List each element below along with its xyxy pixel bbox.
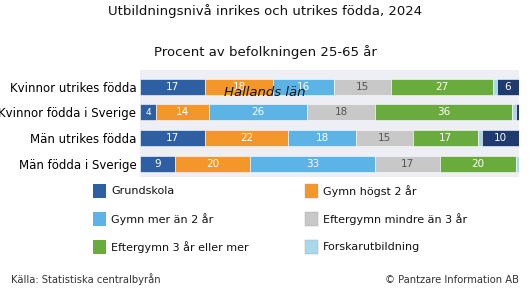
- Bar: [205, 79, 273, 95]
- Text: 15: 15: [356, 82, 369, 92]
- Text: Källa: Statistiska centralbyrån: Källa: Statistiska centralbyrån: [11, 273, 160, 285]
- Text: 15: 15: [378, 133, 392, 143]
- Bar: [516, 156, 519, 172]
- Text: 20: 20: [471, 159, 484, 169]
- Bar: [250, 156, 375, 172]
- Bar: [478, 130, 481, 146]
- Bar: [497, 79, 519, 95]
- Text: 36: 36: [437, 107, 450, 117]
- Text: 16: 16: [297, 82, 310, 92]
- Text: Utbildningsnivå inrikes och utrikes födda, 2024: Utbildningsnivå inrikes och utrikes född…: [108, 4, 422, 18]
- Text: 27: 27: [435, 82, 448, 92]
- Text: 18: 18: [316, 133, 329, 143]
- Text: 17: 17: [401, 159, 414, 169]
- Text: Gymn mer än 2 år: Gymn mer än 2 år: [111, 213, 214, 225]
- Bar: [357, 130, 413, 146]
- Text: 33: 33: [306, 159, 320, 169]
- Text: 17: 17: [166, 133, 179, 143]
- Text: Gymn högst 2 år: Gymn högst 2 år: [323, 185, 417, 197]
- Text: 4: 4: [145, 108, 151, 117]
- Bar: [288, 130, 357, 146]
- Text: 6: 6: [505, 82, 511, 92]
- Text: © Pantzare Information AB: © Pantzare Information AB: [385, 275, 519, 285]
- Bar: [140, 130, 205, 146]
- Bar: [140, 156, 174, 172]
- Bar: [375, 156, 440, 172]
- Bar: [391, 79, 493, 95]
- Text: 10: 10: [494, 133, 507, 143]
- Bar: [273, 79, 334, 95]
- Bar: [209, 105, 307, 120]
- Bar: [375, 105, 512, 120]
- Bar: [481, 130, 519, 146]
- Bar: [334, 79, 391, 95]
- Bar: [174, 156, 250, 172]
- Text: 14: 14: [175, 107, 189, 117]
- Text: 26: 26: [251, 107, 264, 117]
- Text: 22: 22: [240, 133, 253, 143]
- Text: Eftergymn mindre än 3 år: Eftergymn mindre än 3 år: [323, 213, 467, 225]
- Text: Hallands län: Hallands län: [224, 86, 306, 99]
- Bar: [493, 79, 497, 95]
- Text: 18: 18: [334, 107, 348, 117]
- Bar: [140, 79, 205, 95]
- Bar: [512, 105, 516, 120]
- Text: Eftergymn 3 år eller mer: Eftergymn 3 år eller mer: [111, 241, 249, 253]
- Text: 17: 17: [439, 133, 452, 143]
- Bar: [205, 130, 288, 146]
- Text: 17: 17: [166, 82, 179, 92]
- Bar: [413, 130, 478, 146]
- Text: Procent av befolkningen 25-65 år: Procent av befolkningen 25-65 år: [154, 45, 376, 59]
- Text: 20: 20: [206, 159, 219, 169]
- Bar: [140, 105, 156, 120]
- Text: 18: 18: [232, 82, 245, 92]
- Text: 9: 9: [154, 159, 161, 169]
- Text: Forskarutbildning: Forskarutbildning: [323, 242, 420, 252]
- Bar: [440, 156, 516, 172]
- Text: Grundskola: Grundskola: [111, 186, 174, 196]
- Bar: [307, 105, 375, 120]
- Bar: [156, 105, 209, 120]
- Bar: [516, 105, 519, 120]
